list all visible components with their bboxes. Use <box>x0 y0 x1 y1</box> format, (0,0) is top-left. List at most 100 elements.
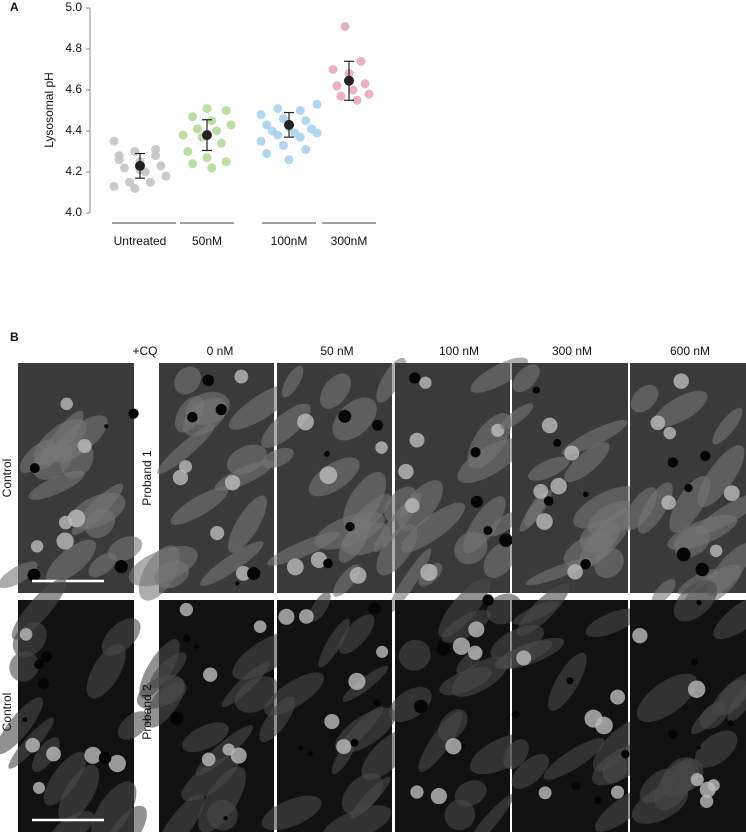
micrograph <box>490 583 652 832</box>
cell <box>637 482 673 534</box>
nucleus <box>409 432 425 448</box>
data-point <box>207 116 217 126</box>
nucleus <box>398 463 414 480</box>
micrograph <box>500 363 640 593</box>
vacuole <box>436 642 451 656</box>
cell <box>398 480 444 531</box>
data-point <box>336 91 346 101</box>
cell <box>117 711 150 740</box>
vacuole <box>202 374 215 387</box>
column-label: 300 nM <box>552 344 592 358</box>
y-tick-label: 4.0 <box>65 205 82 219</box>
column-label: 50 nM <box>320 344 353 358</box>
cell <box>321 805 392 832</box>
nucleus <box>230 747 247 764</box>
nucleus <box>253 620 267 633</box>
panel-label: A <box>10 0 19 14</box>
cell <box>261 403 311 448</box>
micrograph <box>0 363 143 593</box>
micrograph <box>373 357 528 614</box>
nucleus <box>723 485 740 502</box>
vacuole <box>470 447 481 458</box>
cell <box>401 502 466 553</box>
nucleus <box>533 483 549 499</box>
nucleus <box>661 495 676 510</box>
nucleus <box>224 474 241 491</box>
cell <box>444 799 476 831</box>
cell <box>200 541 264 586</box>
cell <box>281 365 304 398</box>
cell <box>309 591 331 622</box>
cell <box>86 643 126 699</box>
data-point <box>109 136 119 146</box>
data-point <box>348 85 358 95</box>
nucleus <box>299 609 314 624</box>
data-point <box>130 147 140 156</box>
nucleus <box>30 540 44 553</box>
vacuole <box>470 495 483 508</box>
nucleus <box>56 532 74 550</box>
data-point <box>301 144 311 154</box>
cell <box>630 384 659 413</box>
vacuole <box>667 457 679 468</box>
vacuole <box>372 419 383 431</box>
cell <box>28 470 85 500</box>
data-point <box>328 65 338 74</box>
nucleus <box>687 680 706 698</box>
nucleus <box>336 739 352 755</box>
nucleus <box>324 713 340 730</box>
vacuole <box>38 678 49 690</box>
nucleus <box>297 413 314 431</box>
data-point <box>109 181 119 191</box>
nucleus <box>77 439 92 454</box>
nucleus <box>584 709 603 728</box>
nucleus <box>538 786 552 800</box>
cell <box>228 495 267 553</box>
cell <box>158 682 187 706</box>
row-label: Control <box>0 459 14 498</box>
mean-point <box>344 75 354 86</box>
cell <box>573 486 640 529</box>
data-point <box>262 120 272 130</box>
cell <box>0 697 44 755</box>
vacuole <box>171 714 182 725</box>
vacuole <box>676 547 691 562</box>
cell <box>695 491 746 535</box>
data-point <box>216 138 226 148</box>
data-point <box>301 116 311 126</box>
vacuole <box>582 491 589 498</box>
data-point <box>151 144 161 154</box>
vacuole <box>128 408 139 419</box>
cell <box>503 739 529 770</box>
nucleus <box>58 515 73 530</box>
nucleus <box>210 525 225 541</box>
cell <box>9 651 39 682</box>
nucleus <box>420 563 438 581</box>
cell <box>636 673 698 723</box>
cell <box>19 439 55 473</box>
cell <box>563 533 614 569</box>
y-tick-label: 4.4 <box>65 123 82 137</box>
nucleus <box>201 752 216 767</box>
x-tick-label: 100nM <box>271 234 308 248</box>
data-point <box>312 128 322 138</box>
data-point <box>114 151 124 161</box>
data-point <box>221 157 231 167</box>
treatment-label: +CQ <box>132 344 157 358</box>
vacuole <box>553 438 562 447</box>
vacuole <box>695 562 709 577</box>
data-point <box>256 110 266 120</box>
cell <box>500 403 534 430</box>
vacuole <box>580 558 591 570</box>
vacuole <box>345 521 355 532</box>
vacuole <box>368 602 381 615</box>
nucleus <box>699 781 716 798</box>
nucleus <box>310 551 328 569</box>
y-tick-label: 4.6 <box>65 82 82 96</box>
nucleus <box>32 781 46 794</box>
x-tick-label: 300nM <box>331 234 368 248</box>
row-label: Proband 1 <box>140 450 154 506</box>
vacuole <box>114 560 128 574</box>
mean-point <box>135 160 145 171</box>
